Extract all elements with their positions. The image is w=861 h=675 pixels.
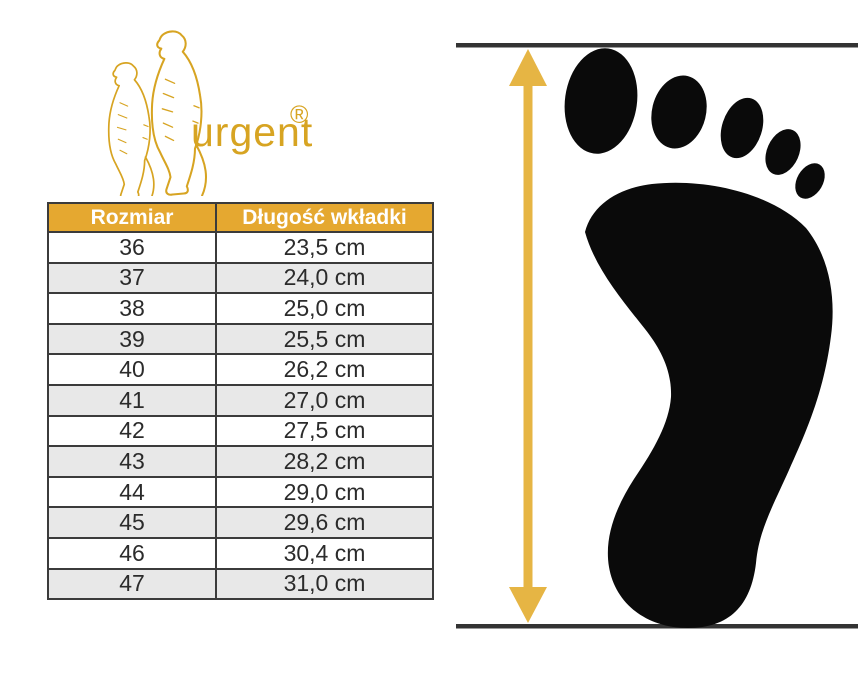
table-row: 46 30,4 cm [47, 536, 434, 570]
size-table-body: 36 23,5 cm 37 24,0 cm 38 25,0 cm 39 25,5 cm 40 26… [47, 231, 434, 601]
registered-trademark-icon: ® [290, 101, 309, 129]
table-row: 41 27,0 cm [47, 383, 434, 417]
size-cell: 39 [47, 322, 217, 356]
size-cell: 47 [47, 567, 217, 601]
insole-length-cell: 24,0 cm [215, 261, 434, 295]
table-row: 36 23,5 cm [47, 231, 434, 264]
size-cell: 45 [47, 506, 217, 539]
insole-length-cell: 28,2 cm [215, 445, 434, 478]
column-header-insole-length: Długość wkładki [215, 202, 434, 233]
table-row: 43 28,2 cm [47, 445, 434, 478]
insole-length-cell: 30,4 cm [215, 536, 434, 570]
table-row: 40 26,2 cm [47, 353, 434, 386]
size-cell: 43 [47, 445, 217, 478]
brand-name: urgent [191, 109, 314, 155]
insole-length-cell: 29,6 cm [215, 506, 434, 539]
table-row: 47 31,0 cm [47, 567, 434, 601]
insole-length-cell: 29,0 cm [215, 475, 434, 509]
size-cell: 37 [47, 261, 217, 295]
size-cell: 38 [47, 292, 217, 325]
bottom-measure-line [456, 624, 858, 629]
insole-length-cell: 27,5 cm [215, 414, 434, 448]
size-cell: 42 [47, 414, 217, 448]
size-cell: 46 [47, 536, 217, 570]
table-header-row: Rozmiar Długość wkładki [47, 202, 434, 233]
table-row: 39 25,5 cm [47, 322, 434, 356]
table-row: 38 25,0 cm [47, 292, 434, 325]
measure-arrow-icon [509, 49, 547, 623]
meerkats-icon [107, 30, 208, 196]
insole-length-cell: 23,5 cm [215, 231, 434, 264]
insole-length-cell: 27,0 cm [215, 383, 434, 417]
footprint-icon [564, 48, 833, 628]
insole-length-cell: 25,0 cm [215, 292, 434, 325]
insole-length-cell: 25,5 cm [215, 322, 434, 356]
table-row: 37 24,0 cm [47, 261, 434, 295]
table-row: 42 27,5 cm [47, 414, 434, 448]
size-table: Rozmiar Długość wkładki 36 23,5 cm 37 24,0 … [47, 202, 434, 601]
size-cell: 36 [47, 231, 217, 264]
size-cell: 41 [47, 383, 217, 417]
size-cell: 40 [47, 353, 217, 386]
size-cell: 44 [47, 475, 217, 509]
table-row: 44 29,0 cm [47, 475, 434, 509]
column-header-size: Rozmiar [47, 202, 217, 233]
insole-length-cell: 26,2 cm [215, 353, 434, 386]
top-measure-line [456, 43, 858, 48]
table-row: 45 29,6 cm [47, 506, 434, 539]
insole-length-cell: 31,0 cm [215, 567, 434, 601]
